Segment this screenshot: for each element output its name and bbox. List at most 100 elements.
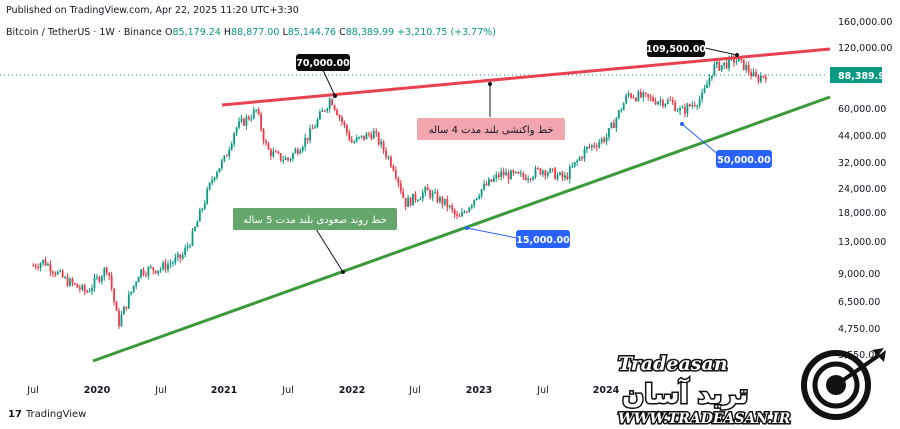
candle-body: [647, 93, 650, 98]
candle-body: [387, 156, 390, 158]
price-tick: 3,550.00: [838, 350, 880, 361]
callout-support[interactable]: خط روند صعودی بلند مدت 5 ساله: [233, 208, 397, 230]
candle-body: [394, 170, 397, 178]
candle-body: [238, 121, 240, 128]
support-trendline[interactable]: [92, 95, 831, 363]
candle-body: [566, 175, 569, 180]
candle-body: [370, 134, 373, 139]
candle-body: [441, 197, 444, 205]
callout-resistance[interactable]: خط واکنشی بلند مدت 4 ساله: [417, 118, 565, 140]
candle-body: [742, 59, 745, 70]
candle-body: [172, 262, 174, 264]
candle-body: [564, 175, 566, 178]
candle-body: [267, 143, 270, 150]
candle-body: [32, 265, 35, 267]
candle-body: [96, 276, 98, 278]
candle-body: [363, 135, 365, 140]
candle-body: [289, 158, 292, 160]
candle-body: [343, 121, 346, 125]
candle-body: [272, 151, 275, 157]
candle-body: [86, 291, 89, 293]
candle-body: [39, 263, 42, 268]
candle-body: [576, 160, 579, 163]
candle-body: [93, 277, 96, 288]
price-tick: 24,000.00: [838, 184, 886, 195]
candle-body: [319, 111, 321, 120]
candle-body: [154, 270, 157, 274]
candle-body: [368, 133, 370, 135]
candle-body: [135, 282, 138, 286]
candle-body: [321, 110, 324, 112]
candle-body: [747, 64, 750, 73]
candle-body: [230, 143, 233, 150]
close-value: 88,389.99: [345, 27, 395, 38]
candle-body: [194, 227, 196, 231]
candle-body: [103, 267, 106, 277]
watermark-latin: Tradeasan: [618, 353, 728, 375]
candle-body: [502, 171, 505, 176]
candle-body: [299, 150, 302, 154]
candle-body: [534, 168, 537, 178]
candle-body: [311, 128, 314, 130]
open-value: 85,179.24: [172, 27, 221, 38]
candle-body: [181, 254, 184, 259]
candle-body: [292, 153, 294, 159]
candle-body: [399, 183, 402, 192]
candle-body: [61, 270, 64, 278]
candle-body: [105, 267, 108, 273]
candle-body: [642, 92, 645, 98]
candle-body: [360, 135, 363, 138]
candle-body: [578, 157, 581, 161]
candle-body: [505, 172, 507, 176]
callout-50k[interactable]: 50,000.00: [716, 150, 772, 168]
callout-15k[interactable]: 15,000.00: [516, 230, 570, 248]
candle-body: [488, 179, 490, 186]
pointer-15k: [466, 227, 518, 239]
candle-body: [137, 277, 140, 283]
low-label: L: [282, 27, 288, 38]
candle-body: [429, 190, 432, 198]
callout-109k[interactable]: 109,500.00: [646, 40, 706, 57]
candle-body: [541, 170, 544, 175]
pointer-109k-dot: [735, 53, 739, 57]
symbol-name: Bitcoin / TetherUS · 1W · Binance: [6, 27, 162, 38]
resistance-trendline[interactable]: [221, 47, 831, 107]
candle-body: [635, 97, 637, 101]
candle-body: [49, 264, 52, 272]
candle-body: [561, 172, 564, 178]
candle-body: [120, 314, 123, 326]
price-tick: 13,000.00: [838, 237, 886, 248]
candle-body: [377, 132, 380, 145]
candle-body: [81, 285, 84, 290]
candle-body: [140, 269, 142, 278]
candle-body: [451, 205, 454, 210]
time-axis[interactable]: Jul 2020 Jul 2021 Jul 2022 Jul 2023 Jul …: [26, 385, 619, 396]
callout-70k[interactable]: 70,000.00: [296, 54, 350, 71]
candle-body: [620, 110, 623, 112]
candle-body: [529, 178, 532, 180]
candle-body: [600, 138, 603, 143]
tradingview-logo[interactable]: 17 TradingView: [8, 409, 86, 420]
candle-body: [375, 131, 378, 133]
price-tick: 44,000.00: [838, 131, 886, 142]
candle-body: [723, 62, 726, 66]
price-axis[interactable]: 160,000.00 120,000.00 88,389.99 60,000.0…: [830, 17, 892, 361]
candle-body: [414, 193, 417, 201]
symbol-legend: Bitcoin / TetherUS · 1W · Binance O85,17…: [6, 27, 496, 38]
candle-body: [221, 160, 223, 169]
price-tick: 6,500.00: [838, 297, 880, 308]
candle-body: [108, 272, 111, 276]
candle-body: [617, 110, 620, 119]
candle-body: [468, 207, 471, 212]
candle-body: [247, 116, 250, 120]
callout-resistance-text: خط واکنشی بلند مدت 4 ساله: [429, 125, 554, 136]
candle-body: [402, 191, 405, 198]
candle-body: [152, 267, 155, 271]
candle-body: [257, 109, 260, 115]
candle-body: [88, 291, 91, 293]
candle-body: [632, 97, 635, 99]
callout-70k-text: 70,000.00: [296, 58, 350, 69]
candle-body: [627, 93, 630, 96]
candle-body: [196, 221, 199, 228]
